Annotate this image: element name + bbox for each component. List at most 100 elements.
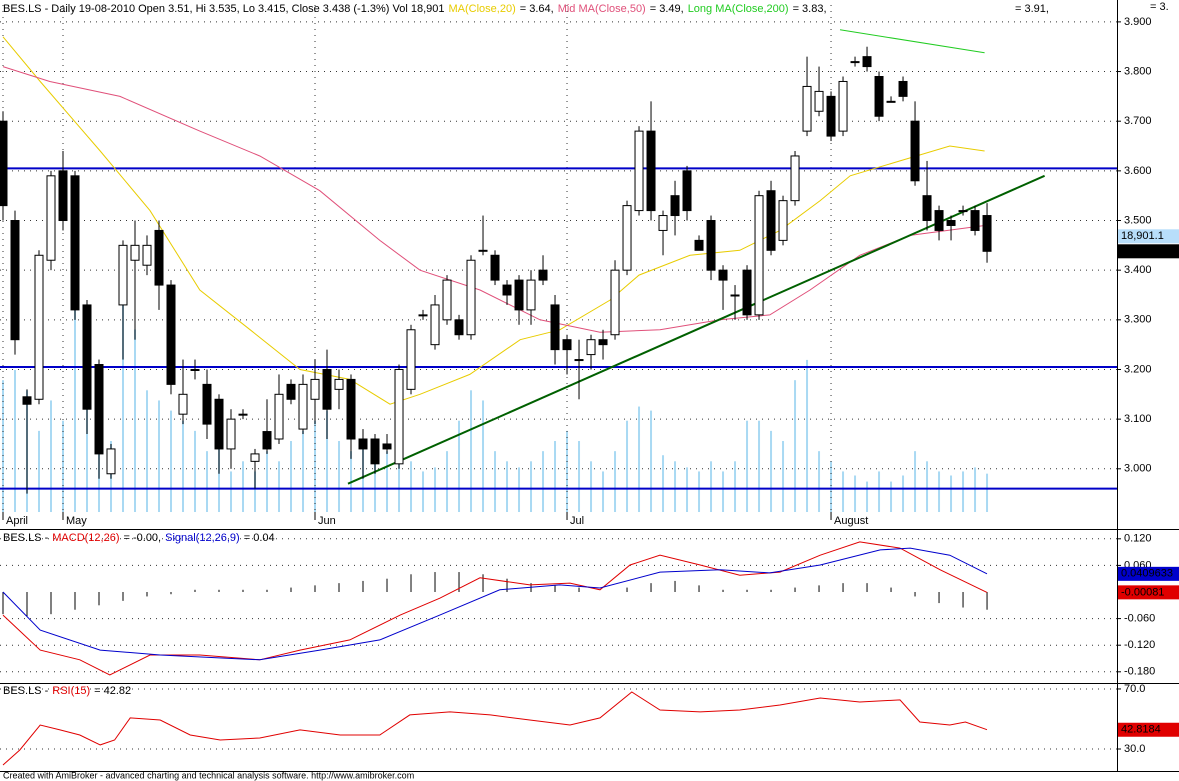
volume-bar — [782, 441, 785, 512]
volume-bar — [278, 461, 281, 512]
candle-body — [274, 393, 284, 440]
candle-body — [34, 254, 44, 400]
volume-bar — [554, 441, 557, 512]
trend-line — [347, 174, 1046, 485]
legend-value: = -0.00, — [124, 532, 162, 544]
volume-bar — [266, 451, 269, 512]
candle-body — [610, 269, 620, 336]
volume-bar — [830, 461, 833, 512]
candle-body — [898, 80, 908, 97]
y-tick-label: 3.100 — [1124, 413, 1152, 425]
candle-body — [946, 220, 956, 226]
volume-bar — [542, 451, 545, 512]
candle-body — [454, 319, 464, 336]
candle-body — [598, 339, 608, 346]
legend-name: MA(Close,20) — [449, 3, 516, 15]
candle-body — [370, 438, 380, 465]
candle-body — [406, 329, 416, 390]
last-value-label: 0.0409633 — [1121, 568, 1173, 580]
volume-bar — [194, 430, 197, 512]
candle-body — [70, 175, 80, 311]
close-value-label: 3.438 — [1121, 245, 1149, 257]
panel-header: BES.LS - RSI(15) = 42.82 — [3, 685, 131, 697]
volume-bar — [50, 400, 53, 512]
legend-name: Long MA(Close,200) — [688, 3, 789, 15]
volume-bar — [386, 451, 389, 512]
legend-name: Mid MA(Close,50) — [558, 3, 646, 15]
candle-body — [478, 249, 488, 252]
moving-average-line — [2, 66, 985, 333]
candle-body — [958, 210, 968, 213]
candle-body — [646, 130, 656, 212]
candle-body — [658, 215, 668, 231]
legend-value: = 3.64, — [520, 3, 554, 15]
volume-bar — [890, 481, 893, 512]
candle-body — [562, 339, 572, 351]
candle-body — [622, 205, 632, 271]
candle-body — [106, 448, 116, 475]
header-note: = 3.91, — [1015, 3, 1049, 15]
candle-body — [862, 56, 872, 68]
candle-body — [346, 378, 356, 440]
candle-body — [394, 368, 404, 465]
moving-average-line — [2, 36, 985, 405]
volume-bar — [494, 451, 497, 512]
last-value-label: 42.8184 — [1121, 724, 1161, 736]
volume-bar — [374, 461, 377, 512]
volume-bar — [626, 420, 629, 512]
candle-body — [850, 61, 860, 64]
volume-bar — [902, 475, 905, 512]
candle-body — [58, 170, 68, 222]
candle-body — [586, 339, 596, 356]
y-tick-label: 3.500 — [1124, 214, 1152, 226]
volume-bar — [962, 471, 965, 512]
moving-average-line — [839, 29, 985, 54]
candle-body — [838, 80, 848, 132]
candle-body — [430, 304, 440, 346]
volume-value-label: 18,901.1 — [1121, 230, 1164, 242]
candle-body — [166, 284, 176, 385]
candle-body — [82, 304, 92, 410]
legend-value: = 3.83, — [793, 3, 827, 15]
candle-body — [802, 85, 812, 132]
volume-bar — [818, 451, 821, 512]
volume-bar — [914, 451, 917, 512]
x-tick-label: Jun — [318, 515, 336, 527]
y-tick-label: 3.300 — [1124, 314, 1152, 326]
volume-bar — [230, 471, 233, 512]
volume-bar — [650, 410, 653, 512]
volume-bar — [122, 288, 125, 512]
candle-body — [874, 76, 884, 117]
header-title: BES.LS - Daily 19-08-2010 Open 3.51, Hi … — [3, 3, 445, 15]
candle-body — [130, 244, 140, 261]
candle-body — [526, 279, 536, 311]
last-value-label-box — [1118, 722, 1179, 737]
volume-bar — [74, 309, 77, 512]
candle-body — [466, 259, 476, 336]
panel-header: BES.LS - Daily 19-08-2010 Open 3.51, Hi … — [3, 3, 827, 15]
volume-bar — [170, 410, 173, 512]
volume-bar — [326, 410, 329, 512]
volume-bar — [710, 461, 713, 512]
y-tick-label: -0.180 — [1124, 666, 1155, 678]
y-tick-label: 3.700 — [1124, 115, 1152, 127]
candle-body — [718, 269, 728, 281]
volume-bar — [254, 471, 257, 512]
x-tick-label: May — [66, 515, 87, 527]
candle-body — [682, 170, 692, 212]
candle-body — [358, 438, 368, 450]
candle-body — [286, 383, 296, 400]
volume-bar — [134, 329, 137, 512]
candle-body — [0, 120, 8, 207]
candle-body — [514, 279, 524, 311]
volume-bar — [422, 471, 425, 512]
candle-body — [142, 244, 152, 266]
candle-body — [634, 130, 644, 212]
candle-body — [94, 364, 104, 455]
volume-bar — [242, 461, 245, 512]
volume-bar — [698, 471, 701, 512]
y-tick-label: 70.0 — [1124, 683, 1145, 695]
candle-body — [154, 229, 164, 286]
volume-bar — [674, 461, 677, 512]
axis-note: = 3. — [1150, 1, 1169, 13]
